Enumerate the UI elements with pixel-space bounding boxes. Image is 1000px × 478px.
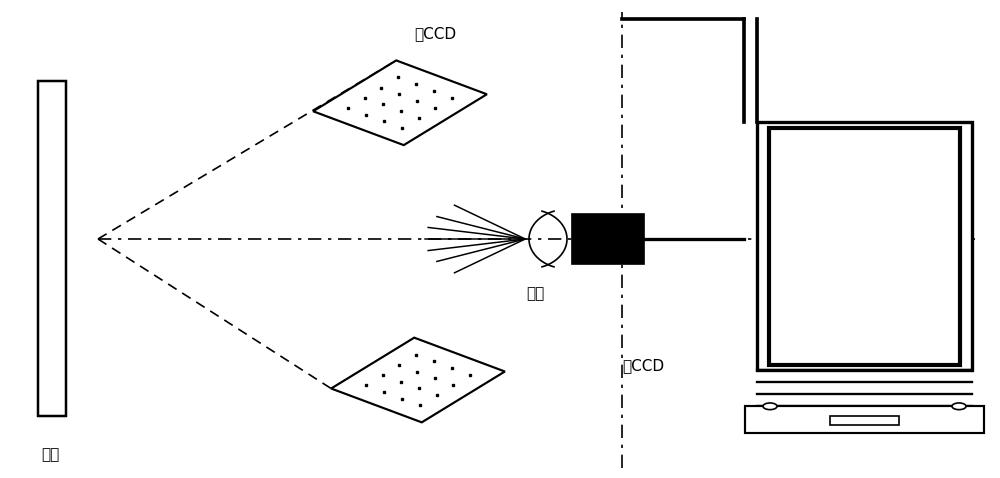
Text: 右CCD: 右CCD (622, 358, 664, 373)
Bar (38, 81, 66, 416)
Polygon shape (331, 337, 505, 423)
Bar (745, 406, 984, 433)
Text: 左CCD: 左CCD (414, 26, 456, 41)
Bar (572, 214, 644, 264)
Bar (830, 415, 899, 424)
Polygon shape (313, 60, 487, 145)
Text: 工件: 工件 (41, 447, 59, 462)
Bar (769, 128, 960, 365)
Bar (757, 122, 972, 370)
Text: 计算机: 计算机 (846, 236, 883, 256)
Text: 光源: 光源 (526, 286, 544, 302)
Circle shape (763, 403, 777, 410)
Circle shape (952, 403, 966, 410)
